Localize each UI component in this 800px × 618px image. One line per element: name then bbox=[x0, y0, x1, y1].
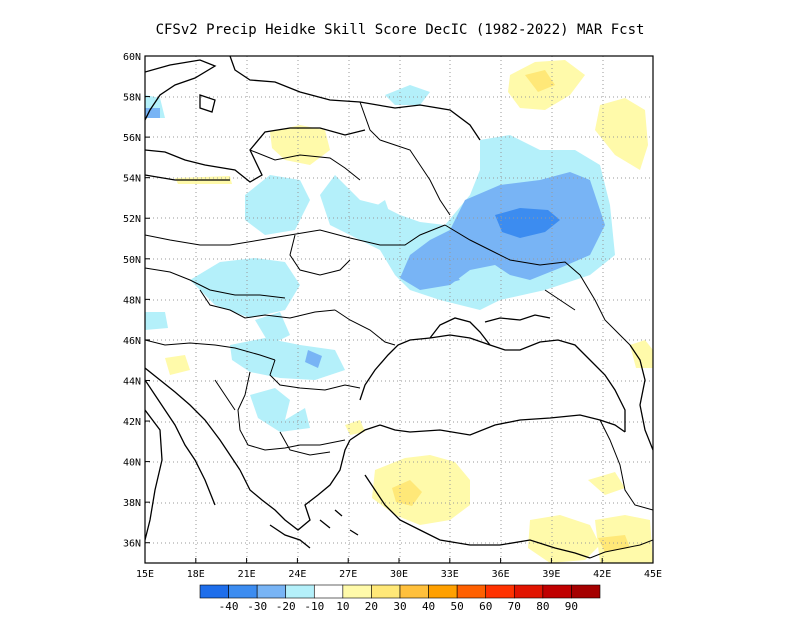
skill-region-adriatic bbox=[145, 312, 168, 330]
colorbar-label: 20 bbox=[365, 600, 378, 613]
lon-tick-label: 36E bbox=[492, 569, 510, 580]
lat-tick-label: 54N bbox=[123, 174, 141, 185]
colorbar-swatch bbox=[485, 584, 515, 599]
skill-region-bulgaria bbox=[345, 420, 365, 435]
colorbar-swatch bbox=[428, 584, 458, 599]
colorbar-swatch bbox=[285, 584, 315, 599]
skill-region-belarus bbox=[370, 200, 392, 228]
lon-tick-label: 18E bbox=[187, 569, 205, 580]
lon-tick-label: 39E bbox=[542, 569, 560, 580]
lat-tick-label: 60N bbox=[123, 52, 141, 63]
lon-tick-label: 15E bbox=[136, 569, 154, 580]
colorbar-label: 30 bbox=[393, 600, 406, 613]
skill-region-caspian bbox=[630, 340, 653, 368]
colorbar-label: -10 bbox=[304, 600, 324, 613]
skill-region-poland bbox=[190, 258, 300, 318]
colorbar-label: 40 bbox=[422, 600, 435, 613]
colorbar-swatch bbox=[342, 584, 372, 599]
colorbar-label: 90 bbox=[565, 600, 578, 613]
lon-tick-label: 27E bbox=[339, 569, 357, 580]
colorbar-label: 80 bbox=[536, 600, 549, 613]
lat-tick-label: 58N bbox=[123, 93, 141, 104]
skill-region-kursk bbox=[495, 208, 560, 238]
lat-tick-label: 52N bbox=[123, 214, 141, 225]
gridlines bbox=[145, 56, 653, 563]
colorbar-swatch bbox=[513, 584, 544, 599]
colorbar: -40 -30 -20 -10 10 20 30 40 50 60 70 80 90 bbox=[199, 584, 601, 613]
skill-region-sweden-core bbox=[145, 108, 160, 118]
colorbar-swatch bbox=[228, 584, 258, 599]
skill-region-turkey-east bbox=[528, 515, 600, 563]
colorbar-swatch bbox=[571, 584, 601, 599]
skill-region-latvia bbox=[270, 125, 330, 165]
colorbar-swatch bbox=[313, 584, 344, 599]
skill-region-turkey-west bbox=[372, 455, 470, 525]
skill-region-turkey-west-core bbox=[392, 480, 422, 506]
lon-tick-label: 33E bbox=[441, 569, 459, 580]
skill-score-fill bbox=[145, 60, 653, 563]
colorbar-label: -20 bbox=[276, 600, 296, 613]
country-borders bbox=[145, 101, 653, 559]
skill-region-romania bbox=[230, 338, 345, 380]
colorbar-label: -40 bbox=[219, 600, 239, 613]
skill-region-finland bbox=[385, 85, 430, 105]
lon-tick-label: 42E bbox=[593, 569, 611, 580]
colorbar-swatch bbox=[199, 584, 229, 599]
lat-tick-label: 36N bbox=[123, 539, 141, 550]
lon-tick-label: 45E bbox=[644, 569, 662, 580]
latitude-ticks: 36N 38N 40N 42N 44N 46N 48N 50N 52N 54N 56N 58N 60N bbox=[123, 52, 150, 550]
skill-region-croatia bbox=[165, 355, 190, 375]
colorbar-swatch bbox=[256, 584, 287, 599]
colorbar-label: 50 bbox=[451, 600, 464, 613]
lat-tick-label: 46N bbox=[123, 336, 141, 347]
colorbar-swatch bbox=[371, 584, 401, 599]
colorbar-label: -30 bbox=[247, 600, 267, 613]
lat-tick-label: 44N bbox=[123, 376, 141, 387]
lat-tick-label: 56N bbox=[123, 133, 141, 144]
longitude-ticks: 15E 18E 21E 24E 27E 30E 33E 36E 39E 42E 45E bbox=[136, 558, 662, 580]
lat-tick-label: 48N bbox=[123, 295, 141, 306]
lon-tick-label: 21E bbox=[238, 569, 256, 580]
skill-region-balkans bbox=[250, 388, 310, 432]
colorbar-label: 10 bbox=[336, 600, 349, 613]
lon-tick-label: 30E bbox=[390, 569, 408, 580]
colorbar-label: 60 bbox=[479, 600, 492, 613]
lat-tick-label: 42N bbox=[123, 417, 141, 428]
lat-tick-label: 40N bbox=[123, 458, 141, 469]
colorbar-label: 70 bbox=[508, 600, 521, 613]
chart-title: CFSv2 Precip Heidke Skill Score DecIC (1… bbox=[155, 22, 645, 38]
skill-region-romania-core bbox=[305, 350, 322, 368]
lat-tick-label: 50N bbox=[123, 255, 141, 266]
skill-region-nw-russia-core bbox=[525, 70, 555, 92]
colorbar-swatch bbox=[542, 584, 572, 599]
skill-region-baltic bbox=[245, 175, 310, 235]
colorbar-swatch bbox=[399, 584, 429, 599]
coastlines bbox=[145, 56, 653, 559]
skill-region-urals bbox=[595, 98, 648, 170]
colorbar-swatch bbox=[456, 584, 487, 599]
skill-region-caucasus bbox=[588, 472, 625, 495]
skill-region-hungary bbox=[255, 312, 290, 345]
lat-tick-label: 38N bbox=[123, 498, 141, 509]
lon-tick-label: 24E bbox=[288, 569, 306, 580]
